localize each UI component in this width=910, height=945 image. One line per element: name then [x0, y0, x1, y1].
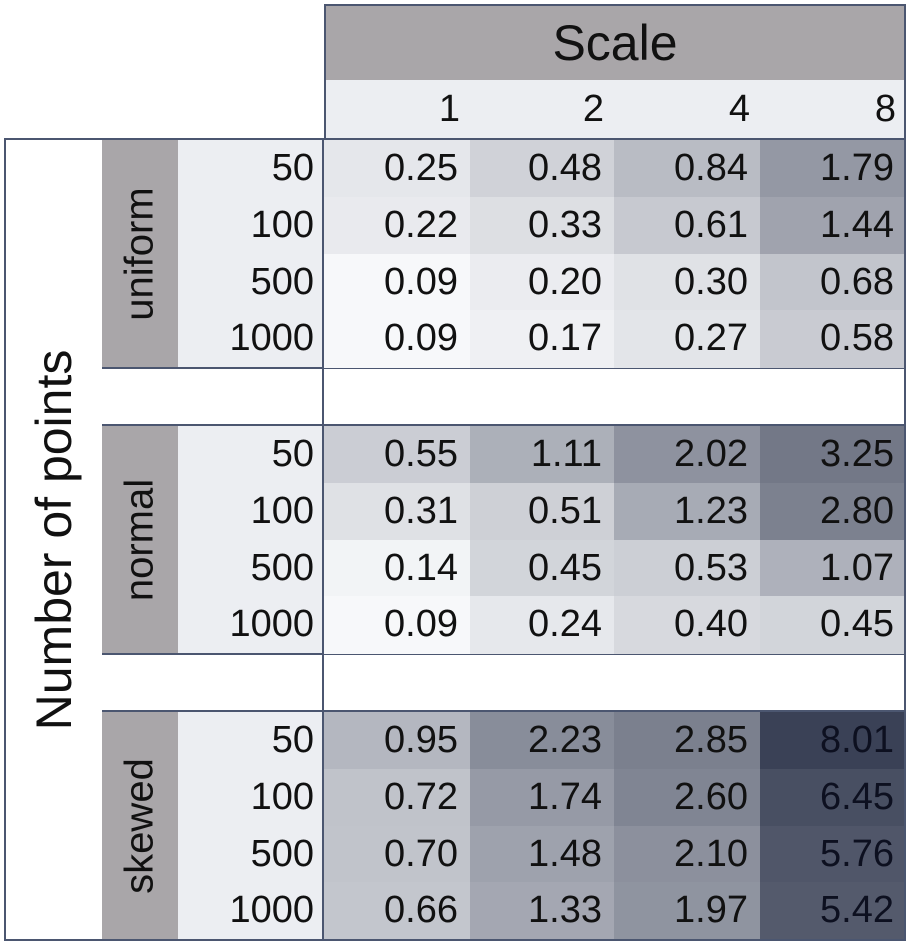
heatmap-cell: 2.02 [614, 426, 760, 484]
y-axis-panel [6, 140, 102, 939]
row-label: 1000 [229, 317, 314, 360]
heatmap-cell: 5.76 [760, 825, 906, 883]
heatmap-cell: 0.22 [324, 196, 470, 254]
heatmap-cell: 2.60 [614, 768, 760, 826]
row-label: 50 [271, 433, 314, 475]
heatmap-cell: 0.09 [324, 596, 470, 654]
heatmap-cell: 2.10 [614, 825, 760, 883]
gap-divider [322, 367, 324, 426]
row-label: 1000 [229, 889, 314, 932]
heatmap-cell: 0.66 [324, 882, 470, 940]
row-label: 100 [250, 775, 314, 818]
group-band-normal [102, 424, 906, 655]
heatmap-cell: 3.25 [760, 426, 906, 484]
heatmap-cell: 0.61 [614, 196, 760, 254]
heatmap-cell: 0.55 [324, 426, 470, 484]
column-header-3: 4 [728, 88, 750, 130]
group-divider [322, 426, 324, 653]
row-label: 50 [271, 719, 314, 761]
row-label: 1000 [229, 603, 314, 646]
heatmap-cell: 0.27 [614, 310, 760, 368]
row-label: 100 [250, 489, 314, 532]
heatmap-cell: 0.31 [324, 482, 470, 540]
heatmap-cell: 1.07 [760, 539, 906, 597]
group-divider [322, 712, 324, 939]
heatmap-cell: 0.95 [324, 712, 470, 770]
heatmap-cell: 0.09 [324, 310, 470, 368]
heatmap-cell: 8.01 [760, 712, 906, 770]
heatmap-cell: 1.97 [614, 882, 760, 940]
column-header-4: 8 [874, 88, 896, 130]
column-header-row [324, 80, 906, 138]
group-label-cell-uniform [102, 140, 178, 367]
group-label-cell-skewed [102, 712, 178, 939]
heatmap-cell: 0.45 [470, 539, 614, 597]
heatmap-cell: 1.23 [614, 482, 760, 540]
heatmap-cell: 2.23 [470, 712, 614, 770]
heatmap-cell: 0.45 [760, 596, 906, 654]
heatmap-cell: 0.24 [470, 596, 614, 654]
heatmap-cell: 0.51 [470, 482, 614, 540]
group-divider [322, 140, 324, 367]
scale-title: Scale [552, 15, 678, 71]
row-label: 500 [250, 546, 314, 589]
row-label: 50 [271, 147, 314, 189]
heatmap-cell: 0.17 [470, 310, 614, 368]
heatmap-cell: 0.68 [760, 253, 906, 311]
heatmap-cell: 6.45 [760, 768, 906, 826]
heatmap-cell: 0.09 [324, 253, 470, 311]
scale-header: Scale [324, 4, 906, 80]
heatmap-cell: 0.53 [614, 539, 760, 597]
row-label: 500 [250, 832, 314, 875]
heatmap-cell: 0.20 [470, 253, 614, 311]
heatmap-cell: 2.85 [614, 712, 760, 770]
row-label-column-uniform [178, 140, 324, 367]
heatmap-cell: 1.11 [470, 426, 614, 484]
heatmap-cell: 2.80 [760, 482, 906, 540]
heatmap-cell: 0.40 [614, 596, 760, 654]
column-header-1: 1 [438, 88, 460, 130]
row-label-column-normal [178, 426, 324, 653]
heatmap-cell: 1.48 [470, 825, 614, 883]
heatmap-cell: 5.42 [760, 882, 906, 940]
heatmap-cell: 0.58 [760, 310, 906, 368]
group-label-cell-normal [102, 426, 178, 653]
heatmap-cell: 0.30 [614, 253, 760, 311]
column-header-2: 2 [582, 88, 604, 130]
heatmap-cell: 0.14 [324, 539, 470, 597]
heatmap-cell: 0.25 [324, 140, 470, 198]
heatmap-cell: 0.33 [470, 196, 614, 254]
heatmap-cell: 0.72 [324, 768, 470, 826]
heatmap-cell: 0.70 [324, 825, 470, 883]
heatmap-cell: 1.44 [760, 196, 906, 254]
heatmap-cell: 0.84 [614, 140, 760, 198]
heatmap-cell: 1.79 [760, 140, 906, 198]
row-label-column-skewed [178, 712, 324, 939]
heatmap-cell: 1.74 [470, 768, 614, 826]
heatmap-cell: 0.48 [470, 140, 614, 198]
heatmap-frame [4, 138, 906, 941]
row-label: 500 [250, 260, 314, 303]
heatmap-cell: 1.33 [470, 882, 614, 940]
row-label: 100 [250, 203, 314, 246]
gap-divider [322, 653, 324, 712]
